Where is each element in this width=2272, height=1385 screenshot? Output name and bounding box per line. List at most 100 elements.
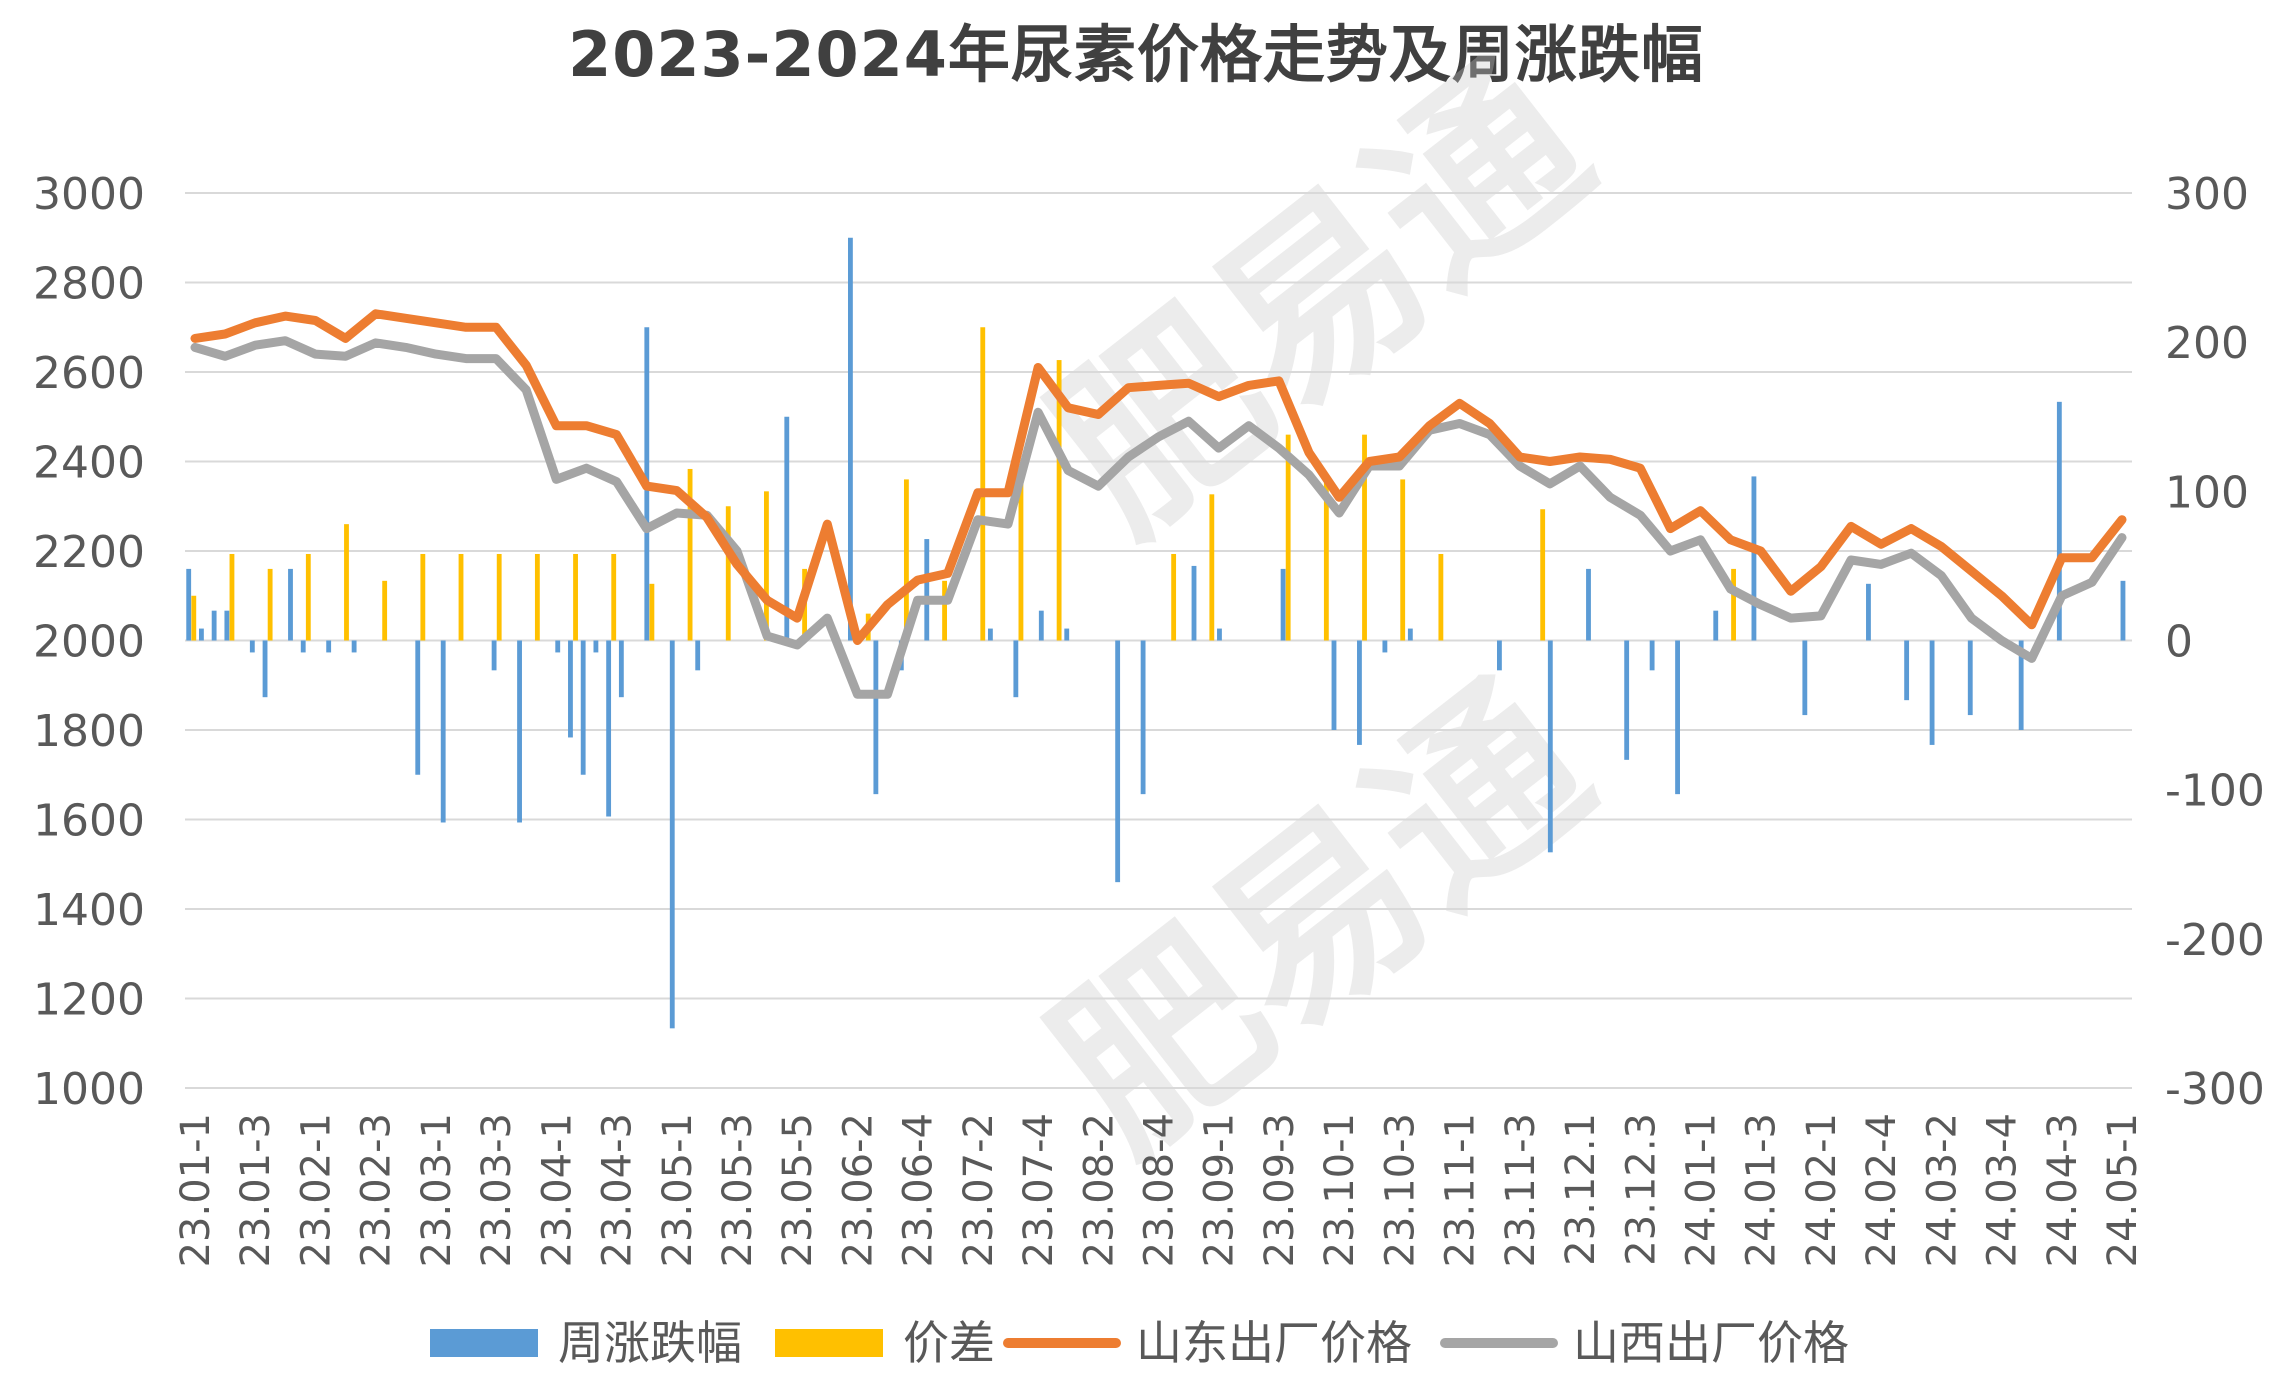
bar bbox=[1731, 568, 1736, 641]
bar bbox=[1038, 610, 1044, 641]
x-tick-label: 23.07-2 bbox=[956, 1113, 1002, 1267]
right-tick-label: -100 bbox=[2165, 766, 2265, 817]
bar bbox=[725, 506, 731, 641]
bar bbox=[300, 640, 306, 653]
bar bbox=[1323, 479, 1329, 641]
bar bbox=[1649, 640, 1655, 671]
x-tick-label: 23.05-5 bbox=[775, 1113, 821, 1267]
bar bbox=[1140, 640, 1146, 795]
left-tick-label: 1200 bbox=[33, 975, 145, 1026]
x-tick-label: 23.07-4 bbox=[1016, 1113, 1062, 1267]
bar bbox=[573, 553, 578, 641]
bar bbox=[1382, 640, 1388, 653]
bar bbox=[496, 553, 502, 641]
x-tick-label: 24.03-4 bbox=[1980, 1113, 2026, 1267]
bar bbox=[555, 640, 561, 653]
left-tick-label: 3000 bbox=[33, 169, 145, 220]
bar bbox=[1209, 494, 1215, 641]
right-tick-label: 100 bbox=[2165, 467, 2249, 518]
bar bbox=[1547, 640, 1553, 853]
left-tick-label: 2200 bbox=[33, 527, 145, 578]
right-tick-label: -300 bbox=[2165, 1064, 2265, 1115]
bar bbox=[1586, 568, 1591, 641]
bar bbox=[288, 568, 293, 641]
bar bbox=[593, 640, 599, 653]
bar bbox=[415, 640, 421, 775]
bar bbox=[1407, 628, 1413, 641]
left-axis-ticks: 1000 1200 1400 1600 1800 2000 2200 2400 2600 2800… bbox=[33, 169, 145, 1115]
x-tick-label: 23.02-1 bbox=[293, 1113, 339, 1267]
x-tick-label: 24.05-1 bbox=[2100, 1113, 2146, 1267]
bar bbox=[1866, 583, 1871, 641]
legend-label: 周涨跌幅 bbox=[558, 1316, 742, 1370]
bar bbox=[249, 640, 255, 653]
x-tick-label: 24.01-3 bbox=[1739, 1113, 1785, 1267]
x-tick-label: 23.05-3 bbox=[715, 1113, 761, 1267]
bar bbox=[1171, 553, 1177, 641]
x-tick-label: 24.03-2 bbox=[1919, 1113, 1965, 1267]
x-tick-label: 23.06-2 bbox=[835, 1113, 881, 1267]
bar bbox=[326, 640, 332, 653]
legend-label: 价差 bbox=[903, 1316, 995, 1370]
x-tick-label: 23.12.1 bbox=[1558, 1113, 1604, 1266]
bar bbox=[211, 610, 217, 641]
bar bbox=[458, 553, 464, 641]
bar bbox=[649, 583, 655, 641]
left-tick-label: 1400 bbox=[33, 885, 145, 936]
legend: 周涨跌幅 价差 山东出厂价格 山西出厂价格 bbox=[430, 1316, 1849, 1370]
bar bbox=[1438, 553, 1444, 641]
bar bbox=[517, 640, 522, 823]
bar bbox=[351, 640, 357, 653]
bar bbox=[873, 640, 879, 795]
lines bbox=[190, 309, 2127, 699]
x-tick-label: 23.03-3 bbox=[474, 1113, 520, 1267]
bar bbox=[580, 640, 586, 775]
bar bbox=[1400, 479, 1406, 641]
x-tick-label: 23.09-3 bbox=[1257, 1113, 1303, 1267]
x-tick-label: 23.03-1 bbox=[414, 1113, 460, 1267]
bar bbox=[924, 539, 930, 641]
left-tick-label: 2000 bbox=[33, 617, 145, 668]
bar bbox=[491, 640, 497, 671]
x-tick-label: 23.06-4 bbox=[896, 1113, 942, 1267]
bar bbox=[618, 640, 624, 698]
bar bbox=[764, 491, 769, 641]
bar bbox=[198, 628, 204, 641]
bar bbox=[229, 553, 235, 641]
right-tick-label: -200 bbox=[2165, 915, 2265, 966]
bar bbox=[1018, 479, 1024, 641]
series-line bbox=[190, 336, 2127, 699]
left-tick-label: 1600 bbox=[33, 796, 145, 847]
bar bbox=[1904, 640, 1910, 701]
bar bbox=[224, 610, 230, 641]
bar bbox=[262, 640, 268, 698]
bar bbox=[1285, 434, 1291, 641]
bar bbox=[606, 640, 612, 817]
right-tick-label: 300 bbox=[2165, 169, 2249, 220]
bar bbox=[1280, 568, 1286, 641]
bar bbox=[2018, 640, 2024, 730]
bar bbox=[1751, 476, 1757, 641]
bar bbox=[687, 468, 693, 641]
bar bbox=[669, 640, 675, 1029]
bar bbox=[2120, 580, 2126, 641]
x-tick-label: 24.02-1 bbox=[1799, 1113, 1845, 1267]
bar bbox=[1357, 640, 1362, 745]
x-tick-label: 23.04-1 bbox=[534, 1113, 580, 1267]
x-tick-label: 23.09-1 bbox=[1197, 1113, 1243, 1267]
legend-label: 山西出厂价格 bbox=[1573, 1316, 1849, 1370]
bar bbox=[847, 237, 853, 641]
bar bbox=[1713, 610, 1719, 641]
left-tick-label: 2600 bbox=[33, 348, 145, 399]
x-tick-label: 23.11-3 bbox=[1498, 1113, 1544, 1267]
bar bbox=[611, 553, 617, 641]
x-tick-label: 24.02-4 bbox=[1859, 1113, 1905, 1267]
bar bbox=[903, 479, 909, 641]
bar bbox=[191, 595, 197, 641]
bar bbox=[1191, 565, 1197, 641]
bar bbox=[1331, 640, 1337, 730]
x-tick-label: 23.10-3 bbox=[1377, 1113, 1423, 1267]
x-tick-label: 23.10-1 bbox=[1317, 1113, 1363, 1267]
x-tick-label: 23.01-3 bbox=[233, 1113, 279, 1267]
